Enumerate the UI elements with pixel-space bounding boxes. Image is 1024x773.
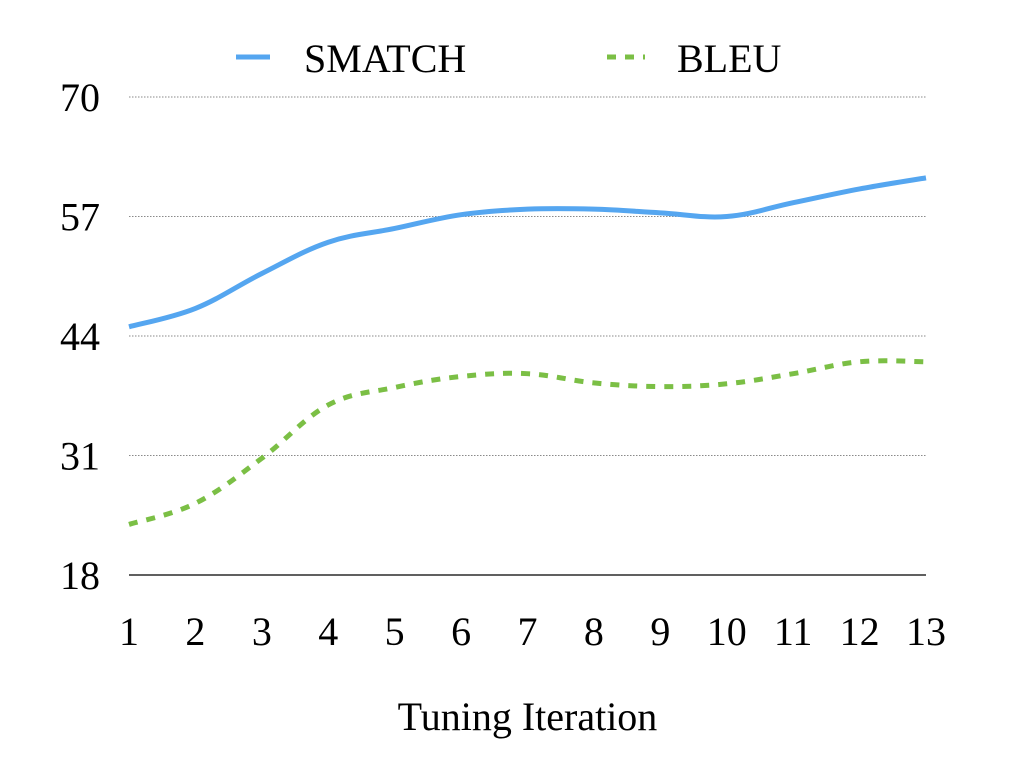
y-tick-label: 18 <box>60 553 100 598</box>
x-tick-label: 6 <box>451 609 471 654</box>
y-tick-label: 70 <box>60 75 100 120</box>
x-axis-title: Tuning Iteration <box>398 694 658 739</box>
legend-item-bleu: BLEU <box>607 36 782 81</box>
x-tick-label: 2 <box>185 609 205 654</box>
legend-label: SMATCH <box>304 36 466 81</box>
legend-label: BLEU <box>677 36 782 81</box>
series-lines <box>128 175 927 527</box>
y-tick-label: 31 <box>60 434 100 479</box>
y-tick-label: 44 <box>60 314 100 359</box>
x-tick-label: 5 <box>385 609 405 654</box>
series-line-bleu <box>128 358 927 527</box>
grid-lines <box>129 96 926 456</box>
x-tick-label: 3 <box>252 609 272 654</box>
x-tick-label: 13 <box>906 609 946 654</box>
y-tick-label: 57 <box>60 195 100 240</box>
x-tick-label: 8 <box>584 609 604 654</box>
x-tick-label: 10 <box>707 609 747 654</box>
x-tick-label: 7 <box>518 609 538 654</box>
legend: SMATCH BLEU <box>236 36 782 81</box>
x-tick-label: 4 <box>318 609 338 654</box>
legend-item-smatch: SMATCH <box>236 36 466 81</box>
x-tick-label: 9 <box>650 609 670 654</box>
x-tick-label: 1 <box>119 609 139 654</box>
x-tick-label: 12 <box>840 609 880 654</box>
series-line-smatch <box>128 175 927 330</box>
x-tick-label: 11 <box>774 609 813 654</box>
